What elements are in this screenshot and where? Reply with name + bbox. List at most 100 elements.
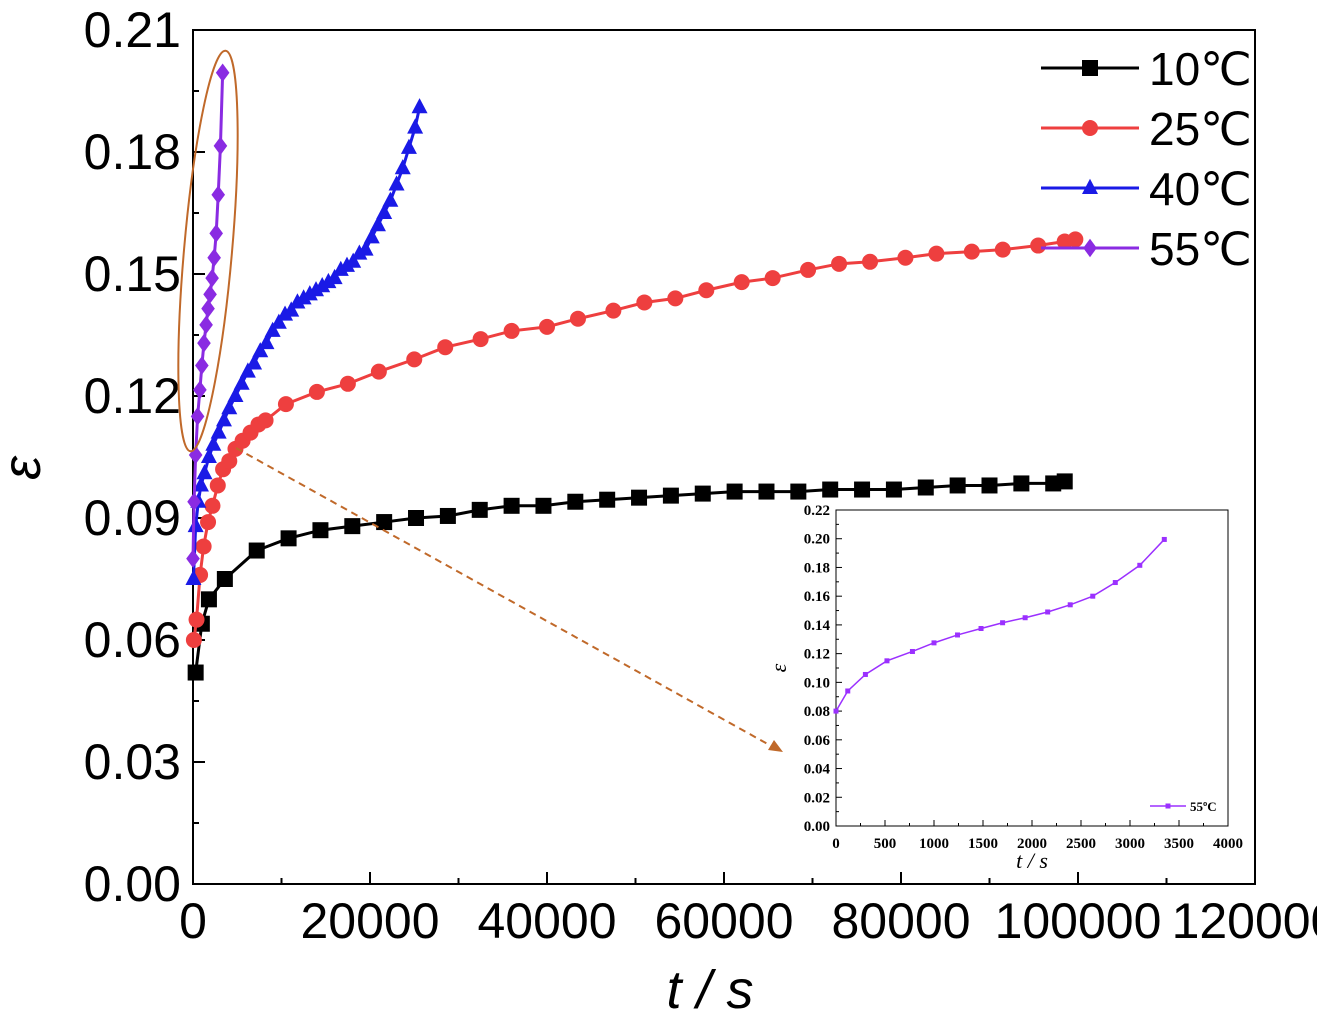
series-10c-point: [822, 481, 839, 498]
x-tick-label: 20000: [300, 893, 439, 949]
series-25c-point: [994, 241, 1011, 258]
series-40c-point: [252, 342, 269, 358]
zoom-arrow-head: [768, 740, 783, 752]
y-tick-label: 0.09: [84, 490, 181, 546]
series-55c-point: [187, 492, 201, 511]
series-25c-point: [539, 318, 555, 335]
series-10c-point: [376, 514, 393, 531]
y-tick-label: 0.00: [84, 856, 181, 912]
y-tick-label: 0.18: [804, 560, 830, 576]
series-25c-point: [209, 477, 226, 494]
inset-series-55c-point: [884, 658, 890, 664]
inset-series-55c-point: [862, 671, 868, 677]
inset-series-55c-line: [835, 538, 1165, 712]
legend-label-series-10c: 10℃: [1149, 43, 1252, 95]
series-40c-point: [233, 374, 250, 390]
series-25c-point: [370, 363, 387, 380]
y-tick-label: 0.12: [84, 368, 181, 424]
x-tick-label: 60000: [654, 893, 793, 949]
x-tick-label: 2000: [1017, 836, 1047, 852]
series-40c-point: [400, 138, 417, 154]
series-40c-point: [369, 216, 386, 232]
series-25c-point: [1030, 237, 1047, 254]
inset-series-55c: [833, 536, 1167, 714]
inset-series-55c-point: [1000, 620, 1006, 626]
series-25c-point: [221, 453, 238, 470]
inset-y-axis-title: ε: [766, 663, 791, 672]
inset-series-55c-point: [1067, 602, 1073, 608]
series-55c-point: [215, 63, 230, 82]
series-25c-point: [503, 322, 520, 339]
series-10c-point: [599, 491, 616, 508]
inset-series-55c-point: [909, 648, 915, 654]
series-25c-point: [636, 294, 653, 311]
x-tick-label: 500: [874, 836, 897, 852]
series-40c-point: [283, 301, 300, 317]
series-40c-point: [332, 260, 349, 276]
series-25c-point: [698, 282, 715, 299]
series-10c-point: [631, 489, 648, 506]
legend-label-series-55c: 55℃: [1149, 223, 1252, 275]
series-10c-point: [949, 477, 966, 494]
series-25c-point: [764, 270, 781, 287]
series-40c-point: [258, 333, 275, 350]
series-55c-point: [209, 224, 223, 243]
series-25c-point: [257, 412, 274, 429]
series-10c-point: [280, 530, 297, 547]
series-40c: [185, 98, 428, 585]
series-25c-point: [200, 514, 217, 531]
legend-label-series-40c: 40℃: [1149, 163, 1252, 215]
series-40c-point: [376, 203, 393, 219]
series-10c-point: [981, 477, 998, 494]
inset-x-axis-title: t / s: [1016, 848, 1048, 873]
series-40c-point: [187, 516, 204, 533]
series-40c-point: [388, 175, 405, 191]
legend-marker-series-25c: [1082, 120, 1098, 136]
series-40c-point: [200, 447, 217, 463]
inset-legend: 55ºC: [1150, 799, 1217, 814]
y-tick-label: 0.00: [804, 819, 830, 835]
series-25c-point: [1067, 231, 1084, 248]
series-10c: [187, 473, 1073, 681]
series-25c-point: [277, 396, 294, 413]
inset-plot-area: [835, 509, 1229, 827]
series-25c-point: [897, 249, 914, 266]
y-tick-label: 0.21: [84, 2, 181, 58]
series-10c-point: [535, 497, 552, 514]
series-25c-point: [667, 290, 684, 307]
series-25c-point: [569, 310, 586, 327]
series-40c-point: [382, 191, 399, 207]
series-40c-point: [363, 228, 380, 244]
inset-series-55c-point: [833, 708, 839, 714]
y-tick-label: 0.12: [804, 647, 830, 663]
series-40c-point: [205, 435, 222, 451]
x-tick-label: 80000: [831, 893, 970, 949]
series-10c-point: [662, 487, 679, 504]
series-10c-point: [917, 479, 934, 496]
series-10c-point: [1013, 475, 1030, 492]
x-tick-label: 2500: [1066, 836, 1096, 852]
inset-series-55c-point: [955, 632, 961, 638]
series-10c-point: [471, 501, 488, 518]
series-55c-point: [213, 136, 228, 156]
x-tick-label: 0: [832, 836, 840, 852]
series-25c-point: [339, 375, 356, 392]
inset-series-55c-point: [1137, 562, 1143, 568]
series-40c-point: [314, 277, 331, 293]
series-40c-point: [301, 285, 318, 301]
legend-marker-series-40c: [1082, 178, 1098, 194]
series-25c-point: [204, 497, 221, 514]
legend-marker-inset-series-55c: [1165, 803, 1171, 809]
x-tick-label: 3500: [1164, 836, 1194, 852]
legend-marker-series-10c: [1082, 60, 1098, 76]
y-tick-label: 0.03: [84, 734, 181, 790]
series-25c-point: [928, 245, 945, 262]
inset-chart: 0 500 1000 1500 2000 2500 3000 3500 4000 0.00 0.02…: [766, 503, 1243, 873]
y-tick-label: 0.14: [804, 618, 831, 634]
series-10c-point: [726, 483, 743, 500]
series-40c-point: [270, 313, 287, 329]
x-tick-label: 4000: [1213, 836, 1243, 852]
series-25c: [185, 231, 1084, 648]
y-tick-label: 0.10: [804, 675, 830, 691]
zoom-arrow-line: [235, 447, 774, 748]
